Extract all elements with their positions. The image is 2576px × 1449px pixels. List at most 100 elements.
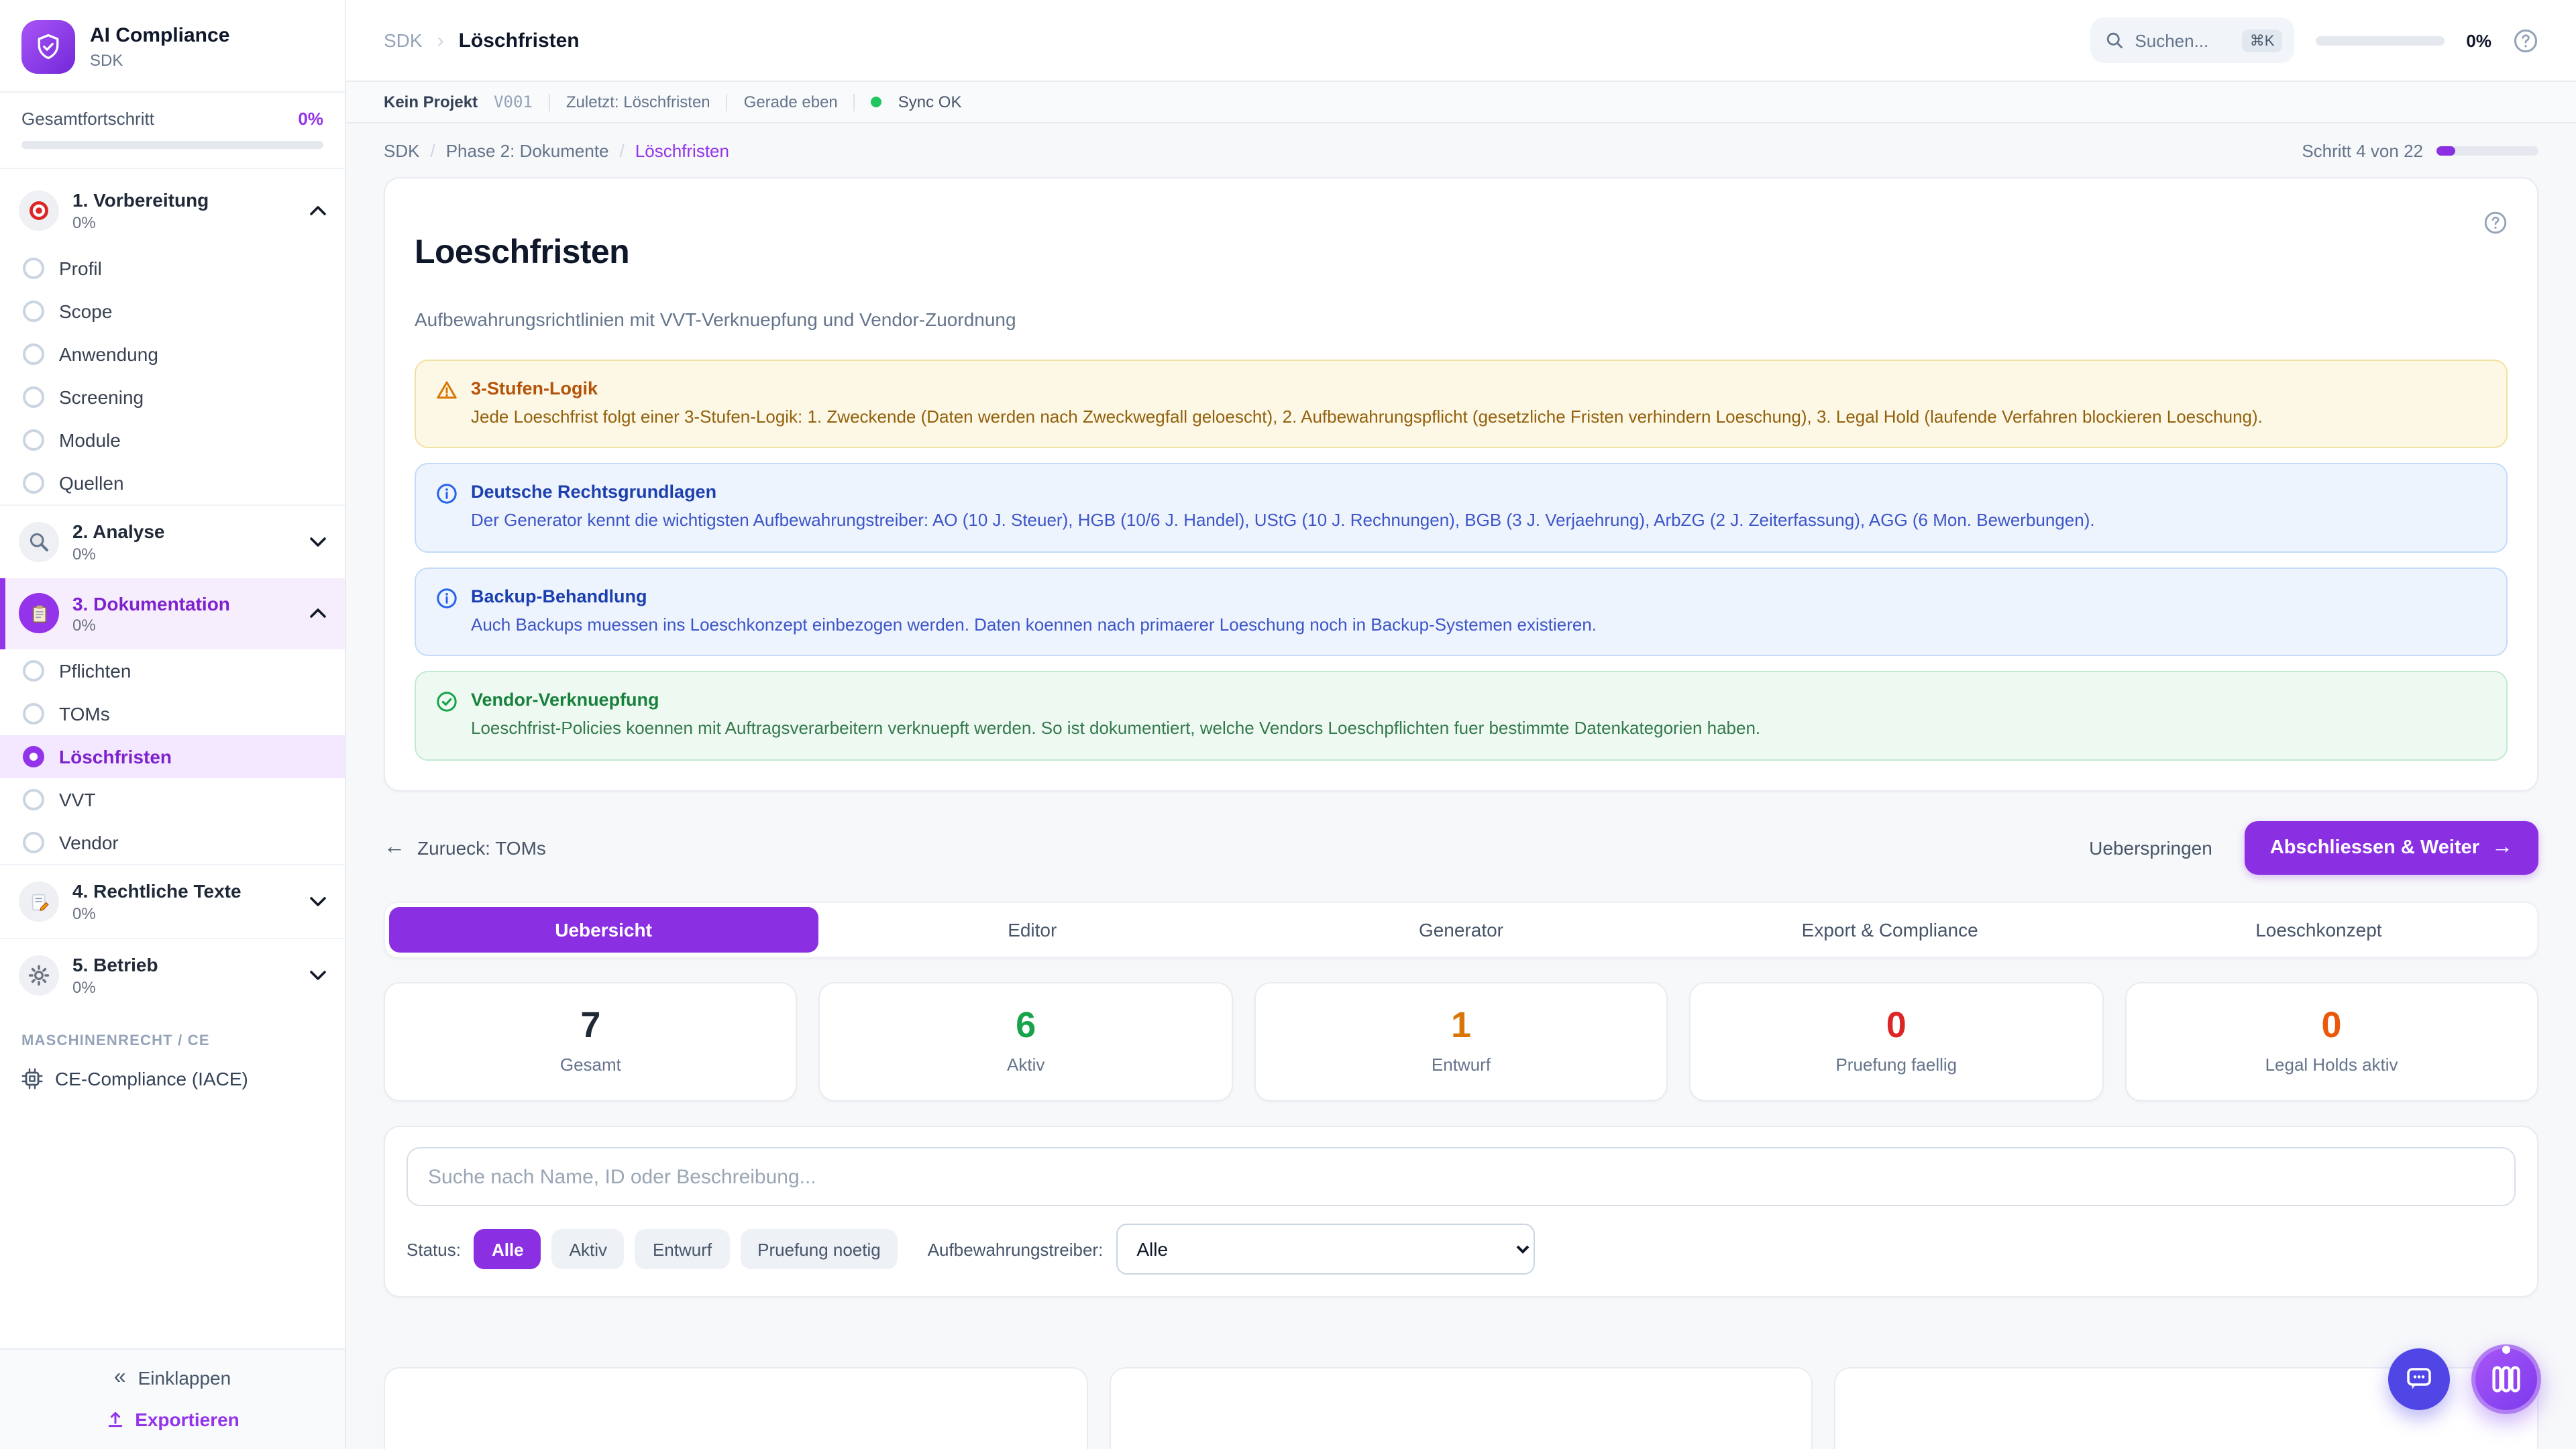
note-3-stufen-logik: 3-Stufen-Logik Jede Loeschfrist folgt ei… — [415, 359, 2508, 448]
note-title: 3-Stufen-Logik — [471, 378, 598, 398]
stat-label: Aktiv — [1007, 1055, 1045, 1075]
sidebar-item-anwendung[interactable]: Anwendung — [0, 333, 345, 376]
sidebar-section-vorbereitung[interactable]: 1. Vorbereitung 0% — [0, 174, 345, 247]
sidebar-item-vvt[interactable]: VVT — [0, 779, 345, 822]
sidebar-item-module[interactable]: Module — [0, 419, 345, 462]
back-button[interactable]: ← Zurueck: TOMs — [384, 835, 546, 859]
stat-value: 1 — [1450, 1004, 1471, 1044]
sidebar-footer: « Einklappen Exportieren — [0, 1348, 345, 1449]
content-area: SDK / Phase 2: Dokumente / Löschfristen … — [346, 123, 2576, 1449]
target-icon — [19, 190, 59, 231]
stat-label: Legal Holds aktiv — [2265, 1055, 2398, 1075]
info-icon — [436, 587, 458, 608]
stat-value: 7 — [580, 1004, 601, 1044]
sidebar-item-label: Screening — [59, 386, 144, 408]
sidebar-item-scope[interactable]: Scope — [0, 290, 345, 333]
tab-generator[interactable]: Generator — [1418, 918, 1504, 940]
sidebar: AI Compliance SDK Gesamtfortschritt 0% 1… — [0, 0, 346, 1449]
policy-search-input[interactable] — [407, 1147, 2516, 1207]
next-label: Abschliessen & Weiter — [2269, 837, 2479, 858]
export-label: Exportieren — [135, 1409, 239, 1430]
page-help-icon[interactable] — [2483, 211, 2508, 235]
section-percent: 0% — [72, 213, 96, 232]
step-circle-icon — [23, 789, 44, 811]
status-chip-entwurf[interactable]: Entwurf — [635, 1229, 730, 1270]
double-chevron-left-icon: « — [113, 1366, 126, 1389]
magnifier-icon — [19, 521, 59, 562]
global-search-button[interactable]: Suchen... ⌘K — [2090, 17, 2295, 63]
chat-assistant-button[interactable] — [2388, 1348, 2450, 1410]
note-deutsche-rechtsgrundlagen: Deutsche Rechtsgrundlagen Der Generator … — [415, 463, 2508, 552]
status-chip-aktiv[interactable]: Aktiv — [551, 1229, 625, 1270]
note-text: Der Generator kennt die wichtigsten Aufb… — [471, 510, 2095, 530]
stat-value: 0 — [2321, 1004, 2342, 1044]
board-view-button[interactable] — [2471, 1344, 2541, 1414]
sidebar-item-pflichten[interactable]: Pflichten — [0, 650, 345, 693]
help-icon[interactable] — [2513, 28, 2538, 53]
collapse-label: Einklappen — [138, 1367, 231, 1389]
tab-loeschkonzept[interactable]: Loeschkonzept — [2255, 918, 2382, 940]
sync-status-label: Sync OK — [898, 93, 962, 111]
sidebar-item-loeschfristen[interactable]: Löschfristen — [0, 735, 345, 779]
step-circle-icon — [23, 343, 44, 365]
stat-value: 6 — [1016, 1004, 1036, 1044]
app-title: AI Compliance — [90, 24, 230, 48]
sidebar-item-ce-compliance[interactable]: CE-Compliance (IACE) — [0, 1057, 345, 1103]
retention-driver-select[interactable]: Alle — [1116, 1224, 1536, 1275]
sidebar-item-quellen[interactable]: Quellen — [0, 462, 345, 504]
note-backup-behandlung: Backup-Behandlung Auch Backups muessen i… — [415, 567, 2508, 656]
policy-card-partial — [384, 1367, 1088, 1449]
status-chip-alle[interactable]: Alle — [474, 1229, 541, 1270]
sidebar-section-dokumentation[interactable]: 3. Dokumentation 0% — [0, 578, 345, 650]
tab-editor[interactable]: Editor — [1008, 918, 1057, 940]
sidebar-item-vendor[interactable]: Vendor — [0, 822, 345, 865]
status-chip-pruefung-noetig[interactable]: Pruefung noetig — [740, 1229, 898, 1270]
step-circle-icon — [23, 832, 44, 854]
step-circle-icon — [23, 703, 44, 725]
section-label: 3. Dokumentation — [72, 592, 230, 614]
arrow-left-icon: ← — [384, 835, 405, 858]
stat-card-pruefung-faellig: 0 Pruefung faellig — [1689, 981, 2104, 1102]
breadcrumb-phase[interactable]: Phase 2: Dokumente — [445, 141, 609, 161]
memo-icon — [19, 881, 59, 922]
sync-status-dot — [871, 97, 882, 107]
breadcrumb-sdk[interactable]: SDK — [384, 141, 420, 161]
status-bar: Kein Projekt V001 Zuletzt: Löschfristen … — [346, 82, 2576, 123]
sidebar-item-screening[interactable]: Screening — [0, 376, 345, 419]
search-placeholder: Suchen... — [2135, 30, 2209, 50]
sidebar-section-rechtliche-texte[interactable]: 4. Rechtliche Texte 0% — [0, 864, 345, 938]
note-title: Vendor-Verknuepfung — [471, 690, 659, 710]
section-percent: 0% — [72, 544, 96, 564]
gear-icon — [19, 955, 59, 996]
skip-button[interactable]: Ueberspringen — [2089, 837, 2212, 858]
warning-icon — [436, 379, 458, 400]
sidebar-section-betrieb[interactable]: 5. Betrieb 0% — [0, 938, 345, 1012]
stat-card-legal-holds: 0 Legal Holds aktiv — [2125, 981, 2538, 1102]
divider — [853, 93, 855, 111]
page-breadcrumb-row: SDK / Phase 2: Dokumente / Löschfristen … — [384, 141, 2538, 161]
note-text: Loeschfrist-Policies koennen mit Auftrag… — [471, 718, 1761, 738]
chevron-down-icon — [310, 536, 326, 547]
topbar-progress-bar — [2316, 36, 2445, 45]
tab-export-compliance[interactable]: Export & Compliance — [1801, 918, 1978, 940]
step-progress-fill — [2436, 146, 2455, 156]
sidebar-item-label: Module — [59, 429, 121, 451]
tab-uebersicht[interactable]: Uebersicht — [389, 906, 818, 952]
sidebar-item-profil[interactable]: Profil — [0, 247, 345, 290]
divider — [726, 93, 728, 111]
collapse-sidebar-button[interactable]: « Einklappen — [16, 1366, 329, 1389]
filter-row: Status: Alle Aktiv Entwurf Pruefung noet… — [407, 1224, 2516, 1275]
export-button[interactable]: Exportieren — [16, 1409, 329, 1430]
clipboard-icon — [19, 593, 59, 634]
cpu-chip-icon — [21, 1068, 43, 1089]
step-circle-icon — [23, 472, 44, 494]
step-circle-icon — [23, 429, 44, 451]
chevron-right-icon: › — [437, 29, 444, 52]
sidebar-item-toms[interactable]: TOMs — [0, 693, 345, 736]
complete-and-next-button[interactable]: Abschliessen & Weiter → — [2244, 820, 2538, 874]
topbar-breadcrumb-root[interactable]: SDK — [384, 30, 423, 51]
sidebar-section-analyse[interactable]: 2. Analyse 0% — [0, 504, 345, 578]
status-filter-label: Status: — [407, 1239, 461, 1260]
filter-panel: Status: Alle Aktiv Entwurf Pruefung noet… — [384, 1126, 2538, 1298]
last-visited: Zuletzt: Löschfristen — [566, 93, 710, 111]
